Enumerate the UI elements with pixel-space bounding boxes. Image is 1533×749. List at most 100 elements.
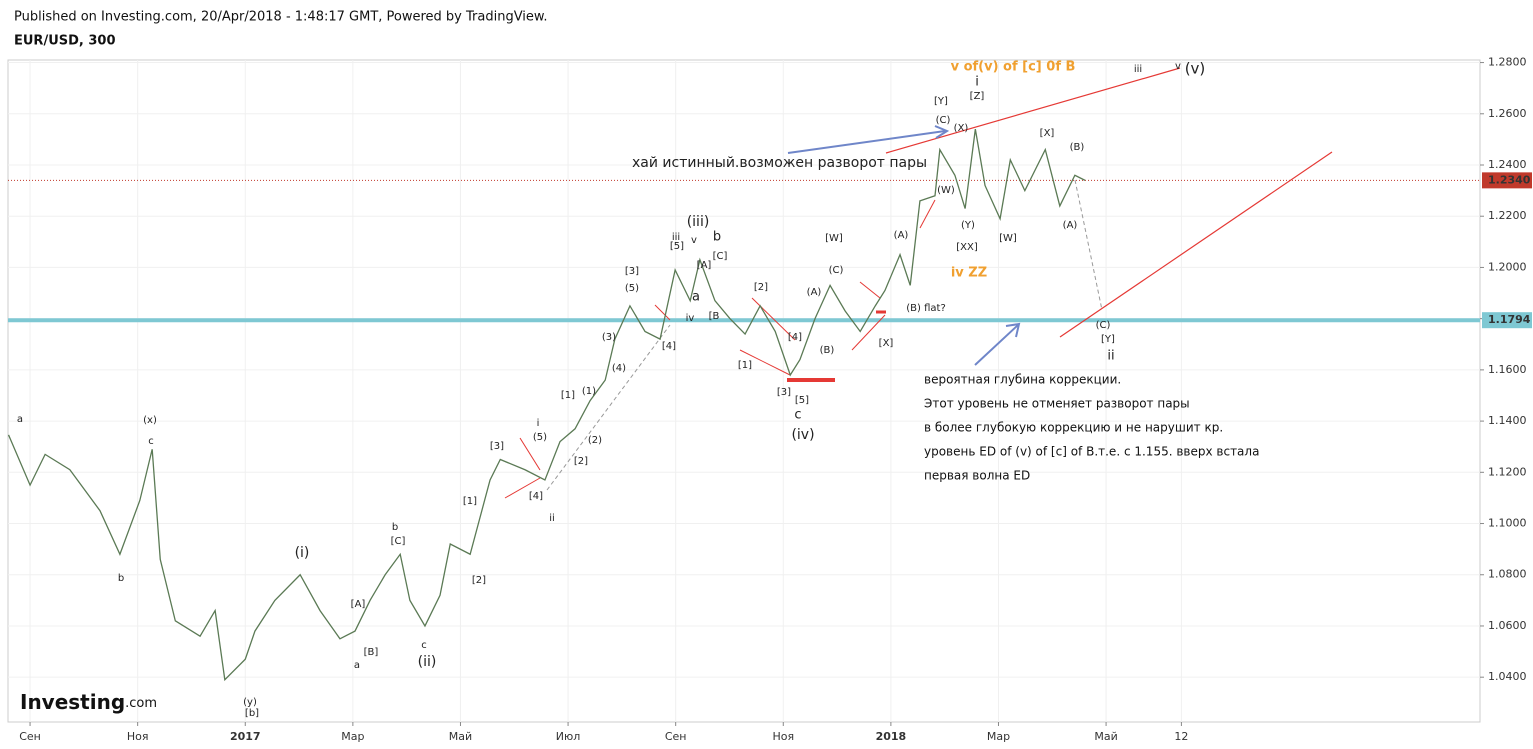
wave-label: [2] — [472, 575, 486, 586]
wave-label: b — [392, 522, 398, 533]
wave-label: (iv) — [791, 427, 814, 443]
price-tag-label: 1.1794 — [1488, 313, 1531, 326]
wave-label: (B) — [1070, 142, 1085, 153]
headline-annotation: хай истинный.возможен разворот пары — [632, 155, 927, 171]
wave-label: b — [713, 230, 721, 245]
wave-label: (2) — [588, 435, 602, 446]
wave-label: (X) — [954, 123, 969, 134]
wave-label: (ii) — [418, 654, 437, 670]
arrow — [974, 324, 1019, 366]
wave-label: (C) — [829, 265, 844, 276]
x-tick-label: Мар — [341, 730, 364, 743]
x-tick-label: Май — [449, 730, 472, 743]
wave-label: (x) — [143, 415, 157, 426]
wave-label: [b] — [245, 708, 259, 719]
y-tick-label: 1.2800 — [1488, 56, 1527, 69]
wave-label: [W] — [999, 233, 1017, 244]
wave-label: (v) — [1185, 60, 1206, 78]
x-tick-label: Мар — [987, 730, 1010, 743]
wave-label: iv — [686, 313, 695, 324]
wave-label: [4] — [662, 341, 676, 352]
wave-label: [XX] — [956, 242, 978, 253]
wave-label: (iii) — [687, 214, 710, 230]
x-tick-label: Сен — [19, 730, 41, 743]
plot-frame — [7, 59, 1481, 723]
y-tick-label: 1.0400 — [1488, 670, 1527, 683]
x-tick-label: 2017 — [230, 730, 261, 743]
wave-label: [B — [709, 311, 720, 322]
arrow — [787, 130, 946, 154]
wave-label: (5) — [625, 283, 639, 294]
wedge-line — [859, 281, 881, 299]
y-tick-label: 1.2400 — [1488, 158, 1527, 171]
wave-label: [X] — [879, 338, 894, 349]
wave-label: [1] — [463, 496, 477, 507]
arrow-head — [1005, 322, 1021, 338]
wave-label: i — [975, 75, 979, 90]
x-tick-label: Ноя — [127, 730, 149, 743]
wedge-line — [751, 297, 796, 341]
wave-label: [3] — [777, 387, 791, 398]
wave-label: [5] — [795, 395, 809, 406]
wave-label: [Z] — [970, 91, 985, 102]
symbol: EUR/USD, 300 — [14, 34, 116, 49]
wave-label: ii — [549, 513, 555, 524]
wave-label: (5) — [533, 432, 547, 443]
wave-label: [W] — [825, 233, 843, 244]
wave-label: a — [692, 290, 700, 305]
wave-label: (Y) — [961, 220, 975, 231]
wave-label: [4] — [788, 332, 802, 343]
y-tick-label: 1.2200 — [1488, 209, 1527, 222]
wave-label: [Y] — [1101, 334, 1115, 345]
wave-label: [A] — [351, 599, 366, 610]
wave-label: [Y] — [934, 96, 948, 107]
y-tick-label: 1.0600 — [1488, 619, 1527, 632]
wave-label: (B) flat? — [906, 303, 946, 314]
y-tick-label: 1.0800 — [1488, 568, 1527, 581]
wave-label: iv ZZ — [951, 266, 987, 281]
brand: Investing — [20, 690, 125, 714]
wave-label: (A) — [894, 230, 909, 241]
x-tick-label: Май — [1094, 730, 1117, 743]
wave-label: iii — [672, 232, 680, 243]
note-line: вероятная глубина коррекции. — [924, 373, 1121, 387]
price-tag-label: 1.2340 — [1488, 173, 1531, 186]
wave-label: [1] — [738, 360, 752, 371]
wave-label: (1) — [582, 386, 596, 397]
wave-label: [C] — [391, 536, 406, 547]
y-tick-label: 1.1200 — [1488, 465, 1527, 478]
wave-label: (C) — [936, 115, 951, 126]
y-tick-label: 1.1000 — [1488, 517, 1527, 530]
wave-label: v of(v) of [c] 0f B — [951, 60, 1076, 75]
wave-label: ii — [1107, 349, 1114, 364]
price-tag — [1482, 172, 1532, 189]
wave-label: (3) — [602, 332, 616, 343]
price-line — [7, 129, 1086, 682]
wave-label: [X] — [1040, 128, 1055, 139]
wedge-line — [919, 199, 936, 229]
wedge-line — [739, 349, 791, 376]
y-tick-label: 1.2600 — [1488, 107, 1527, 120]
wave-label: (C) — [1096, 320, 1111, 331]
published-line: Published on Investing.com, 20/Apr/2018 … — [14, 10, 547, 25]
wave-label: (W) — [937, 185, 955, 196]
projection — [1074, 179, 1103, 311]
wave-label: [B] — [364, 647, 379, 658]
wave-label: b — [118, 573, 124, 584]
drawings — [504, 67, 1333, 499]
note-line: Этот уровень не отменяет разворот пары — [924, 397, 1190, 411]
wave-label: [4] — [529, 491, 543, 502]
y-tick-label: 1.1600 — [1488, 363, 1527, 376]
wave-label: v — [691, 235, 697, 246]
x-tick-label: 2018 — [876, 730, 907, 743]
wedge-line — [519, 437, 541, 471]
y-tick-label: 1.2000 — [1488, 260, 1527, 273]
y-tick-label: 1.1400 — [1488, 414, 1527, 427]
grid — [8, 60, 1480, 722]
arrow-head — [934, 125, 950, 139]
wave-label: v — [1175, 61, 1181, 72]
wave-label: c — [148, 436, 154, 447]
wave-label: (A) — [807, 287, 822, 298]
wave-label: c — [421, 640, 427, 651]
